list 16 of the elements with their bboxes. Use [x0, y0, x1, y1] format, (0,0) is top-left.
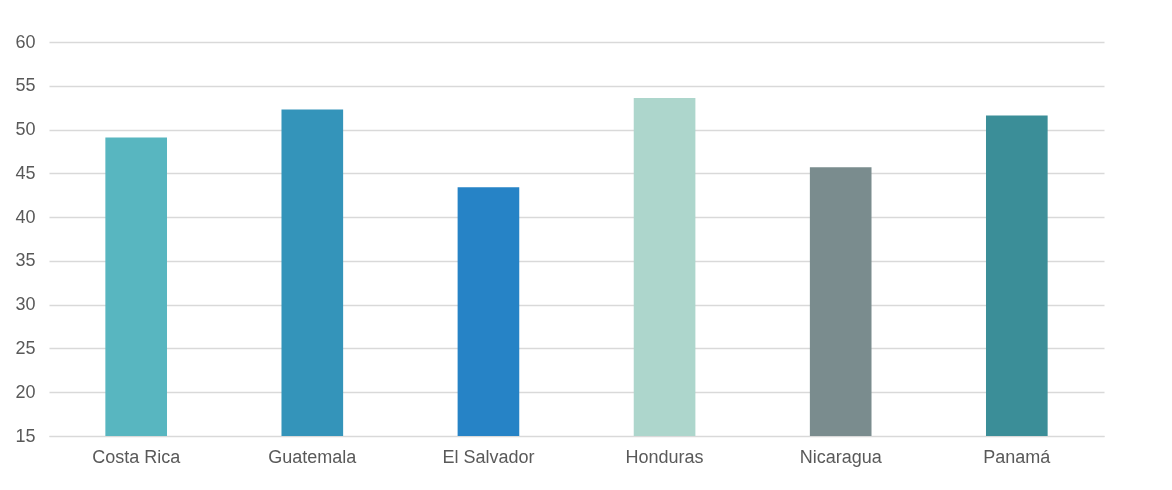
- y-tick-label: 55: [15, 75, 36, 96]
- x-tick-label: Nicaragua: [799, 446, 883, 467]
- x-tick-label: Guatemala: [268, 446, 358, 467]
- y-tick-label: 20: [15, 381, 36, 402]
- y-tick-label: 40: [15, 206, 36, 227]
- y-tick-label: 50: [15, 119, 36, 140]
- x-tick-label: Honduras: [625, 446, 704, 467]
- y-tick-label: 30: [15, 294, 36, 315]
- x-tick-label: El Salvador: [442, 446, 535, 467]
- x-tick-label: Panamá: [983, 446, 1052, 467]
- x-tick-label: Costa Rica: [92, 446, 182, 467]
- y-tick-label: 25: [15, 337, 36, 358]
- y-tick-label: 15: [15, 425, 36, 446]
- y-tick-label: 35: [15, 250, 36, 271]
- y-tick-label: 45: [15, 162, 36, 183]
- y-tick-label: 60: [15, 31, 36, 52]
